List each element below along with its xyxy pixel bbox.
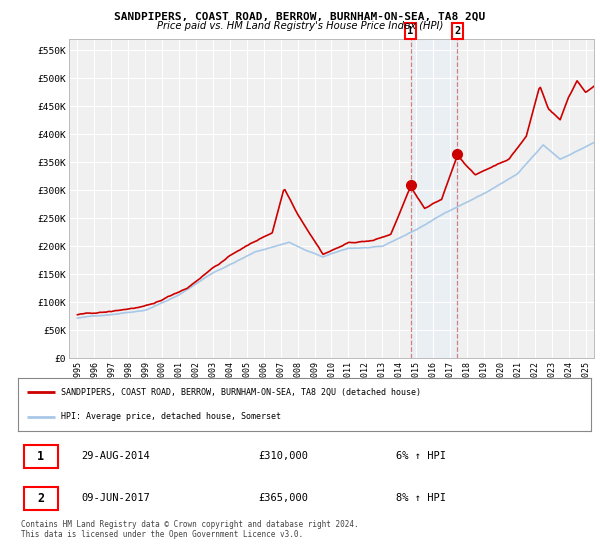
- Text: 2: 2: [454, 26, 461, 36]
- Text: 2: 2: [37, 492, 44, 505]
- FancyBboxPatch shape: [24, 445, 58, 468]
- Text: £365,000: £365,000: [259, 493, 308, 503]
- Text: Price paid vs. HM Land Registry's House Price Index (HPI): Price paid vs. HM Land Registry's House …: [157, 21, 443, 31]
- Text: Contains HM Land Registry data © Crown copyright and database right 2024.
This d: Contains HM Land Registry data © Crown c…: [21, 520, 359, 539]
- Text: 1: 1: [37, 450, 44, 463]
- Text: 8% ↑ HPI: 8% ↑ HPI: [396, 493, 446, 503]
- Text: HPI: Average price, detached house, Somerset: HPI: Average price, detached house, Some…: [61, 412, 281, 421]
- Text: SANDPIPERS, COAST ROAD, BERROW, BURNHAM-ON-SEA, TA8 2QU (detached house): SANDPIPERS, COAST ROAD, BERROW, BURNHAM-…: [61, 388, 421, 397]
- Text: £310,000: £310,000: [259, 451, 308, 461]
- FancyBboxPatch shape: [24, 487, 58, 510]
- Bar: [410, 39, 457, 358]
- Text: 29-AUG-2014: 29-AUG-2014: [81, 451, 150, 461]
- Text: 1: 1: [407, 26, 414, 36]
- Text: SANDPIPERS, COAST ROAD, BERROW, BURNHAM-ON-SEA, TA8 2QU: SANDPIPERS, COAST ROAD, BERROW, BURNHAM-…: [115, 11, 485, 21]
- Text: 09-JUN-2017: 09-JUN-2017: [81, 493, 150, 503]
- Text: 6% ↑ HPI: 6% ↑ HPI: [396, 451, 446, 461]
